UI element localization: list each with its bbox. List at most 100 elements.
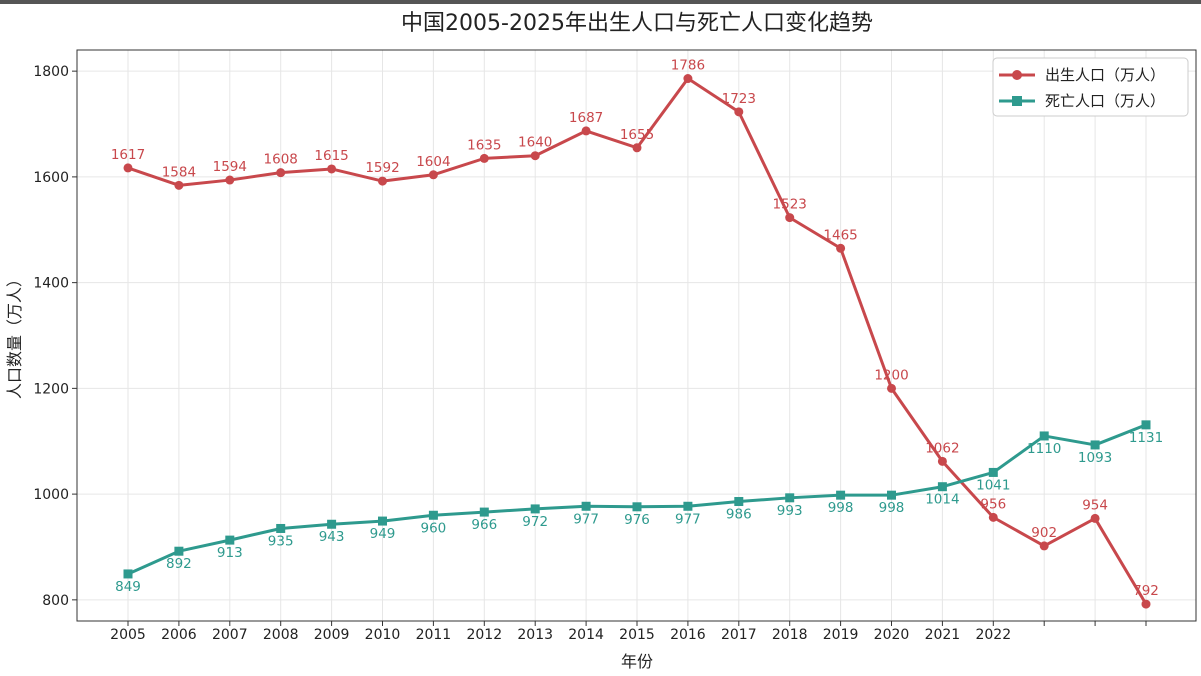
death-point — [1090, 440, 1100, 450]
birth-data-label: 1584 — [162, 164, 196, 180]
death-data-label: 977 — [675, 511, 701, 527]
death-data-label: 892 — [166, 556, 192, 572]
x-tick-label: 2013 — [517, 627, 553, 643]
death-point — [479, 507, 489, 517]
death-point — [123, 569, 133, 579]
legend-entry-1: 出生人口（万人） — [1045, 66, 1165, 84]
x-axis: 2005 2006 2007 2008 2009 2010 2011 2012 2013 2014… — [110, 621, 1147, 643]
death-data-label: 1041 — [976, 477, 1010, 493]
x-tick-label: 2016 — [670, 627, 706, 643]
death-data-label: 949 — [370, 526, 396, 542]
birth-point — [887, 383, 896, 393]
birth-point — [1141, 599, 1151, 609]
birth-point — [581, 126, 591, 136]
death-point — [1141, 420, 1151, 430]
legend-marker-square — [1012, 96, 1022, 106]
death-point — [276, 523, 286, 533]
legend-entry-2: 死亡人口（万人） — [1045, 92, 1165, 110]
birth-point — [937, 456, 947, 466]
death-point — [378, 516, 387, 526]
y-tick-label: 1600 — [33, 170, 69, 186]
x-tick-label: 2006 — [161, 627, 197, 643]
death-point — [428, 510, 438, 520]
death-data-label: 1014 — [925, 492, 959, 508]
birth-point — [785, 213, 795, 223]
birth-data-label: 1723 — [722, 91, 756, 107]
legend-box — [992, 57, 1189, 117]
birth-data-label: 1786 — [671, 58, 705, 74]
death-point — [785, 493, 795, 503]
death-data-label: 935 — [268, 533, 294, 549]
data-labels: 1617 1584 1594 1608 1615 1592 1604 1635 1640 1687… — [111, 58, 1163, 600]
birth-data-label: 1592 — [365, 160, 399, 176]
death-data-label: 998 — [828, 500, 854, 516]
death-data-label: 976 — [624, 512, 650, 528]
birth-point — [225, 175, 235, 185]
birth-data-label: 1615 — [314, 148, 348, 164]
birth-data-label: 902 — [1031, 525, 1057, 541]
legend: 出生人口（万人） 死亡人口（万人） — [992, 57, 1189, 117]
birth-data-label: 954 — [1082, 497, 1108, 513]
death-point — [887, 490, 896, 500]
birth-data-label: 1594 — [213, 159, 247, 175]
x-tick-label: 2009 — [314, 627, 350, 643]
death-point — [734, 497, 744, 507]
birth-point — [683, 74, 693, 84]
birth-data-label: 792 — [1133, 583, 1159, 599]
birth-data-label: 1200 — [874, 367, 908, 383]
death-point — [530, 504, 540, 514]
birth-point — [988, 512, 998, 522]
x-tick-label: 2008 — [263, 627, 299, 643]
birth-data-label: 1465 — [823, 227, 857, 243]
x-axis-label: 年份 — [621, 652, 653, 671]
y-tick-label: 800 — [42, 593, 69, 609]
birth-data-label: 956 — [980, 496, 1006, 512]
death-point — [1039, 431, 1049, 441]
death-point — [327, 519, 337, 529]
x-tick-label: 2010 — [365, 627, 401, 643]
birth-point — [327, 164, 337, 174]
death-point — [937, 482, 947, 492]
birth-point — [123, 163, 133, 173]
death-point — [581, 501, 591, 511]
x-tick-label: 2019 — [823, 627, 859, 643]
birth-data-label: 1655 — [620, 127, 654, 143]
death-data-label: 972 — [522, 514, 548, 530]
y-tick-label: 1800 — [33, 64, 69, 80]
y-tick-label: 1000 — [33, 487, 69, 503]
death-data-label: 960 — [421, 520, 447, 536]
birth-data-label: 1523 — [773, 197, 807, 213]
death-data-label: 966 — [471, 517, 497, 533]
birth-point — [530, 151, 540, 161]
x-tick-label: 2012 — [466, 627, 502, 643]
birth-point — [479, 153, 489, 163]
series — [123, 74, 1151, 609]
death-point — [683, 501, 693, 511]
birth-data-label: 1687 — [569, 110, 603, 126]
x-tick-label: 2018 — [772, 627, 808, 643]
death-data-label: 986 — [726, 507, 752, 523]
birth-point — [276, 168, 286, 178]
y-axis-label: 人口数量（万人） — [5, 271, 24, 399]
legend-marker-circle — [1012, 70, 1022, 80]
death-data-label: 1093 — [1078, 450, 1112, 466]
chart-title: 中国2005-2025年出生人口与死亡人口变化趋势 — [401, 11, 873, 36]
death-data-label: 993 — [777, 503, 803, 519]
x-tick-label: 2007 — [212, 627, 248, 643]
x-tick-label: 2015 — [619, 627, 655, 643]
death-data-label: 913 — [217, 545, 243, 561]
death-data-label: 943 — [319, 529, 345, 545]
x-tick-label: 2022 — [975, 627, 1011, 643]
death-point — [174, 546, 184, 556]
death-data-label: 1110 — [1027, 441, 1061, 457]
birth-point — [632, 143, 642, 153]
birth-point — [734, 107, 744, 117]
birth-data-label: 1640 — [518, 135, 552, 151]
birth-point — [836, 243, 846, 253]
birth-point — [174, 180, 184, 190]
death-data-label: 849 — [115, 579, 141, 595]
death-point — [632, 502, 642, 512]
top-border — [0, 0, 1201, 4]
birth-point — [1090, 513, 1100, 523]
